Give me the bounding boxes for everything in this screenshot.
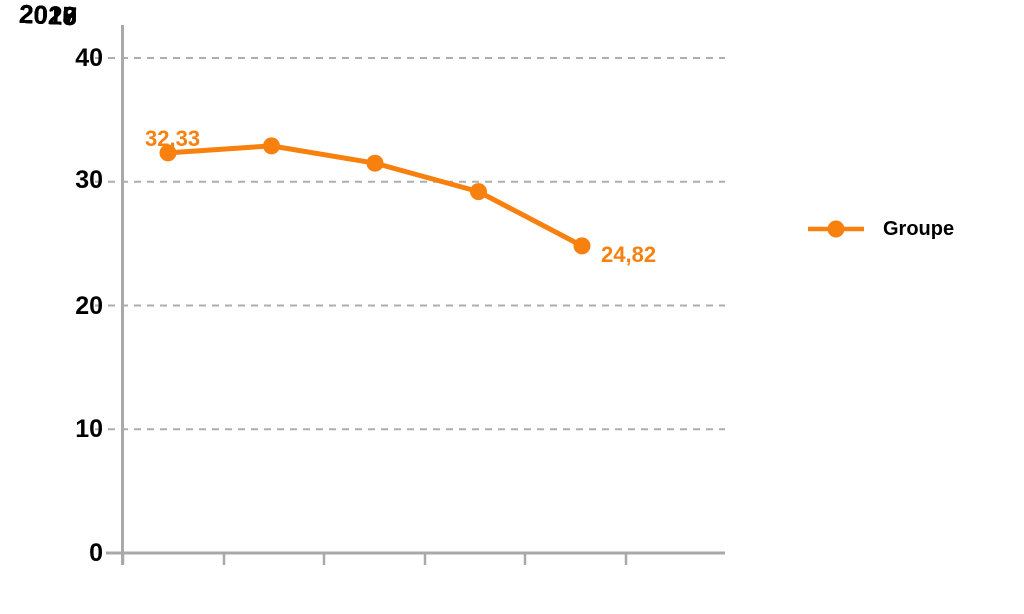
data-point-marker	[159, 144, 177, 162]
data-point-marker	[573, 237, 591, 255]
y-tick-label: 40	[75, 44, 103, 72]
legend-marker-icon	[808, 220, 864, 238]
x-tick-label: 2020	[18, 0, 78, 32]
data-point-marker	[470, 183, 487, 201]
legend-label: Groupe	[883, 217, 955, 240]
data-point-marker	[263, 137, 280, 155]
data-label-last-point: 24,82	[601, 242, 657, 267]
y-tick-label: 20	[75, 292, 103, 320]
legend: Groupe	[806, 212, 954, 246]
data-point-marker	[366, 154, 384, 172]
y-tick-label: 0	[89, 539, 103, 567]
y-tick-label: 10	[75, 415, 103, 443]
y-tick-label: 30	[75, 166, 103, 194]
data-label-first-point: 32,33	[145, 126, 201, 151]
